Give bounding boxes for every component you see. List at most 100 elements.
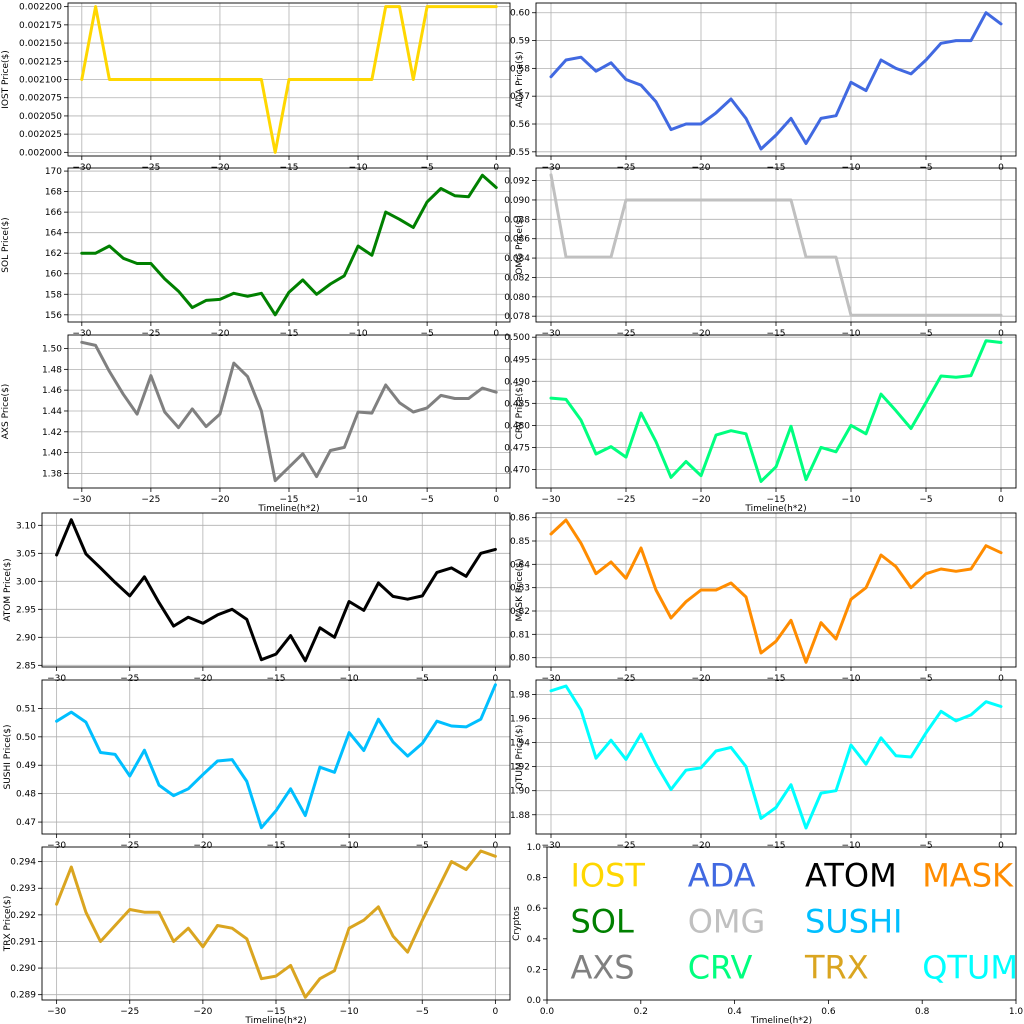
series-line-atom (55, 518, 497, 663)
panel-legend: 0.0 0.2 0.4 0.6 0.8 1.0 0.0 0.2 0.4 0.6 0.8 1.0 Cryp… (512, 843, 1023, 1024)
y-tick-label: 170 (45, 167, 62, 177)
x-tick-label: 0 (998, 674, 1004, 684)
y-tick-label: 0.289 (10, 991, 36, 1001)
y-tick-label: 0.294 (10, 858, 36, 868)
y-tick-label: 0.2 (527, 965, 541, 975)
x-tick-label: −10 (340, 841, 359, 851)
x-tick-label: 0 (998, 495, 1004, 505)
axes-frame (546, 846, 1017, 1001)
x-tick-label: 0 (998, 841, 1004, 851)
y-tick-label: 1.42 (42, 428, 62, 438)
y-tick-label: 0.8 (527, 874, 542, 884)
x-tick-label: −30 (72, 329, 91, 339)
x-tick-label: −15 (767, 495, 786, 505)
x-tick-label: −30 (542, 495, 561, 505)
y-axis-label: QTUM Price($) (515, 725, 525, 790)
y-tick-label: 1.40 (42, 449, 62, 459)
y-tick-label: 2.90 (16, 633, 36, 643)
y-tick-label: 0.82 (510, 607, 530, 617)
y-tick-label: 0.86 (510, 514, 530, 524)
x-tick-label: −10 (842, 495, 861, 505)
x-tick-label: −25 (617, 495, 636, 505)
y-tick-label: 0.082 (504, 273, 530, 283)
y-tick-label: 156 (45, 311, 62, 321)
axes-frame (535, 512, 1017, 668)
y-tick-label: 1.96 (510, 715, 530, 725)
x-tick-label: −5 (919, 329, 932, 339)
y-tick-label: 0.0 (527, 996, 542, 1006)
y-tick-label: 0.57 (510, 92, 530, 102)
x-tick-label: −20 (692, 329, 711, 339)
panel-sushi: −30 −25 −20 −15 −10 −5 0 0.47 0.48 0.49 0.50 0.51 SU… (3, 679, 511, 851)
y-tick-label: 0.55 (510, 148, 530, 158)
legend-label-iost: IOST (570, 857, 645, 895)
y-tick-label: 3.00 (16, 577, 36, 587)
x-tick-label: −15 (767, 329, 786, 339)
y-tick-label: 1.48 (42, 365, 62, 375)
panel-mask: −30 −25 −20 −15 −10 −5 0 0.80 0.81 0.82 0.83 0.84 0.… (510, 512, 1017, 684)
y-tick-label: 0.002025 (19, 130, 62, 140)
y-tick-label: 1.90 (510, 787, 530, 797)
y-tick-label: 0.002050 (19, 112, 62, 122)
axes-frame (67, 334, 511, 489)
y-tick-label: 0.485 (504, 399, 530, 409)
series-line-omg (549, 173, 1003, 317)
panel-omg: −30 −25 −20 −15 −10 −5 0 0.078 0.080 0.082 0.084 0.… (504, 167, 1017, 339)
y-axis-label: AXS Price($) (1, 384, 11, 440)
x-tick-label: −25 (617, 841, 636, 851)
y-tick-label: 0.48 (16, 790, 36, 800)
legend-label-qtum: QTUM (922, 948, 1018, 986)
legend-label-sol: SOL (570, 903, 634, 941)
y-tick-label: 0.56 (510, 120, 530, 130)
y-tick-label: 0.292 (10, 911, 36, 921)
y-tick-label: 1.0 (527, 843, 542, 853)
axes-frame (41, 512, 511, 668)
x-tick-label: −15 (767, 841, 786, 851)
x-tick-label: 0.6 (821, 1007, 836, 1017)
x-tick-label: −20 (692, 674, 711, 684)
axes-frame (535, 679, 1017, 835)
x-axis-label: Timeline(h*2) (244, 1016, 306, 1024)
y-axis-label: SUSHI Price($) (3, 725, 13, 790)
y-tick-label: 0.495 (504, 355, 530, 365)
y-tick-label: 0.002150 (19, 39, 62, 49)
y-axis-label: Cryptos (512, 906, 522, 941)
panel-crv: −30 −25 −20 −15 −10 −5 0 0.470 0.475 0.480 0.485 0.… (504, 333, 1017, 514)
y-tick-label: 158 (45, 290, 62, 300)
y-tick-label: 0.293 (10, 884, 36, 894)
x-tick-label: −10 (842, 841, 861, 851)
panel-sol: −30 −25 −20 −15 −10 −5 0 156 158 160 162 164 166 168 1… (1, 167, 511, 339)
axes-frame (67, 167, 511, 323)
y-tick-label: 0.002125 (19, 57, 62, 67)
y-tick-label: 0.090 (504, 196, 530, 206)
y-tick-label: 0.290 (10, 964, 36, 974)
legend-label-omg: OMG (688, 903, 766, 941)
y-tick-label: 0.500 (504, 333, 530, 343)
y-axis-label: TRX Price($) (3, 896, 13, 952)
x-tick-label: −15 (280, 495, 299, 505)
x-tick-label: 0 (493, 674, 499, 684)
axes-frame (535, 167, 1017, 323)
panel-trx: −30 −25 −20 −15 −10 −5 0 0.289 0.290 0.291 0.292 0.… (3, 846, 511, 1024)
x-tick-label: −15 (267, 841, 286, 851)
legend-label-crv: CRV (688, 948, 753, 986)
legend-label-axs: AXS (570, 948, 634, 986)
x-tick-label: −5 (420, 495, 433, 505)
y-tick-label: 0.480 (504, 421, 530, 431)
y-tick-label: 0.291 (10, 937, 36, 947)
x-axis-label: Timeline(h*2) (744, 504, 806, 514)
x-tick-label: −20 (210, 495, 229, 505)
x-tick-label: −10 (349, 329, 368, 339)
legend-label-sushi: SUSHI (805, 903, 903, 941)
x-tick-label: 1.0 (1009, 1007, 1024, 1017)
y-tick-label: 0.4 (527, 935, 542, 945)
y-tick-label: 0.002200 (19, 3, 62, 13)
series-line-mask (549, 518, 1003, 664)
y-tick-label: 0.002100 (19, 76, 62, 86)
x-tick-label: −25 (617, 674, 636, 684)
x-tick-label: −30 (72, 495, 91, 505)
x-tick-label: −5 (919, 674, 932, 684)
x-tick-label: −25 (141, 495, 160, 505)
x-tick-label: −30 (47, 841, 66, 851)
x-tick-label: −5 (416, 674, 429, 684)
